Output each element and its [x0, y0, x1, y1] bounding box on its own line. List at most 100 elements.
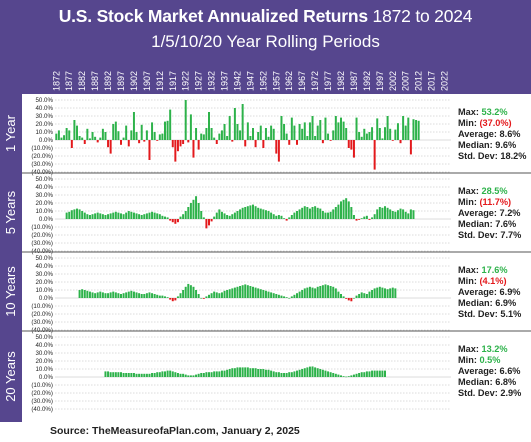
bar	[192, 140, 195, 158]
bar	[257, 207, 260, 219]
x-tick-label: 2017	[427, 71, 437, 91]
bar	[117, 372, 120, 377]
bar	[125, 212, 128, 219]
bar	[231, 214, 234, 219]
bar	[233, 287, 236, 298]
bar	[321, 140, 324, 144]
bar	[161, 215, 164, 219]
y-tick-label: 30.0%	[35, 271, 53, 278]
stat-max-part: Max:	[458, 186, 482, 196]
bar	[231, 140, 234, 142]
y-tick-label: 0.0%	[39, 374, 54, 381]
bar	[321, 369, 324, 377]
bar	[417, 120, 420, 140]
bar	[355, 295, 358, 298]
bar	[114, 121, 117, 140]
bar	[308, 366, 311, 377]
bar	[272, 293, 275, 298]
panel-label: 20 Years	[3, 351, 18, 402]
bar	[174, 219, 177, 224]
bar	[241, 285, 244, 298]
bar	[81, 137, 84, 140]
bar	[270, 212, 273, 219]
bar	[215, 292, 218, 298]
bar	[316, 207, 319, 219]
bar	[262, 140, 265, 148]
bar	[70, 210, 73, 219]
bar	[311, 366, 314, 377]
bar	[210, 128, 213, 140]
bar	[148, 292, 151, 298]
bar	[290, 296, 293, 298]
bar	[337, 122, 340, 140]
bar	[179, 373, 182, 377]
bar	[140, 373, 143, 377]
y-tick-label: 40.0%	[35, 184, 53, 191]
bar	[86, 290, 89, 298]
bar	[195, 290, 198, 298]
stat-min-part: Min:	[458, 355, 479, 365]
bar	[314, 288, 317, 298]
bar	[303, 206, 306, 219]
bar	[176, 373, 179, 377]
bar	[189, 203, 192, 219]
bar	[384, 370, 386, 377]
bar	[267, 291, 270, 298]
bar	[83, 290, 86, 298]
bar	[296, 370, 298, 377]
bar	[239, 367, 242, 377]
bar	[316, 286, 319, 298]
bar	[298, 124, 301, 140]
bar	[277, 140, 280, 162]
bar	[332, 209, 335, 219]
bar	[158, 372, 161, 377]
bar	[78, 136, 81, 140]
bar	[371, 370, 374, 377]
bar	[334, 288, 337, 298]
stat-max-part: Max:	[458, 344, 482, 354]
bar	[404, 125, 407, 140]
bar	[91, 132, 94, 140]
bar	[130, 130, 133, 140]
bar	[368, 132, 371, 140]
bar	[373, 288, 376, 298]
bar	[176, 140, 179, 152]
bar	[306, 367, 309, 377]
bar	[226, 369, 229, 377]
bar	[156, 372, 159, 377]
bar	[112, 212, 115, 219]
bar	[254, 368, 257, 377]
bar	[373, 370, 376, 377]
bar	[226, 215, 229, 219]
bar	[280, 295, 283, 298]
bar	[171, 219, 174, 223]
bar	[109, 372, 112, 377]
bar	[223, 290, 226, 298]
panel-label-band	[0, 173, 22, 252]
bar	[151, 373, 154, 377]
stat-median: Median: 9.6%	[458, 140, 516, 150]
bar	[112, 124, 115, 140]
bar	[288, 372, 291, 377]
stat-min-part: (11.7%)	[479, 197, 511, 207]
bar	[308, 122, 311, 140]
bar	[363, 216, 366, 219]
x-tick-label: 1892	[103, 71, 113, 91]
bar	[277, 215, 280, 219]
stat-min-part: 0.5%	[479, 355, 500, 365]
bar	[127, 291, 130, 298]
bar	[252, 368, 254, 377]
bar	[350, 140, 353, 150]
bar	[290, 117, 293, 140]
bar	[275, 372, 278, 377]
bar	[202, 134, 205, 140]
bar	[81, 211, 84, 219]
bar	[236, 367, 239, 377]
bar	[275, 140, 278, 154]
bar	[391, 140, 394, 141]
bar	[166, 370, 169, 377]
bar	[208, 294, 210, 298]
bar	[132, 212, 135, 219]
bar	[233, 108, 236, 140]
bar	[386, 289, 389, 298]
